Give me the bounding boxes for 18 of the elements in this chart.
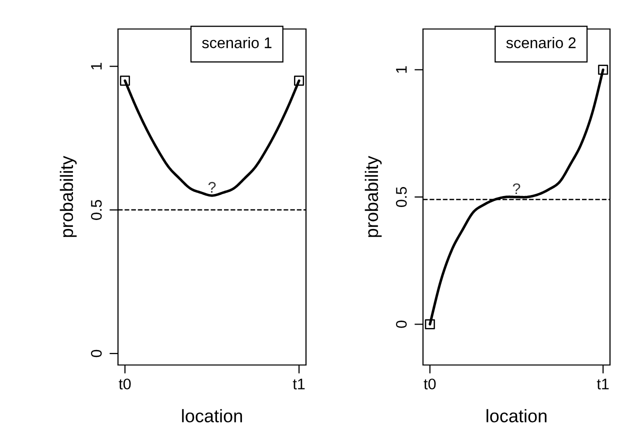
y-tick-label: 0.5: [90, 200, 102, 220]
y-tick-label: 0.5: [396, 187, 407, 208]
x-tick-label: t0: [424, 378, 436, 390]
y-tick-label: 0: [90, 350, 102, 358]
chart-title: scenario 2: [506, 37, 576, 48]
annotation: ?: [512, 183, 520, 194]
y-tick-label: 1: [91, 62, 102, 70]
x-axis-title: location: [486, 409, 546, 422]
x-tick-label: t1: [596, 378, 609, 390]
y-tick-label: 1: [396, 66, 407, 73]
y-axis-title: probability: [364, 156, 382, 237]
annotation: ?: [208, 182, 216, 193]
chart-title: scenario 1: [202, 37, 272, 48]
y-tick-label: 0: [396, 320, 407, 328]
x-tick-label: t0: [118, 378, 131, 390]
x-axis-title: location: [182, 409, 242, 422]
x-tick-label: t1: [292, 378, 305, 390]
y-axis-title: probability: [60, 156, 77, 237]
